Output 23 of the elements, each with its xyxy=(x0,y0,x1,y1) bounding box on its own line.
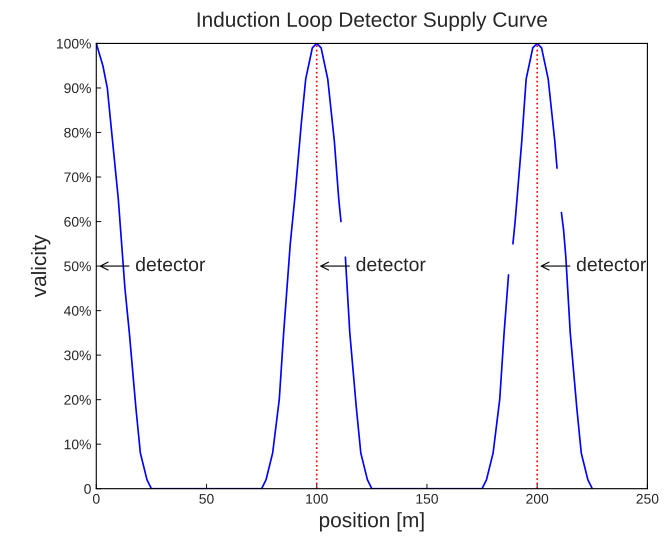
x-tick-label: 100 xyxy=(306,494,328,504)
x-tick-label: 150 xyxy=(416,494,438,504)
y-axis-title: valicity xyxy=(30,234,50,298)
annotation: detector xyxy=(356,257,426,272)
y-tick-label: 100% xyxy=(56,38,91,49)
chart-title: Induction Loop Detector Supply Curve xyxy=(198,12,547,32)
y-tick-label: 40% xyxy=(64,306,91,316)
y-tick-label: 30% xyxy=(64,350,91,360)
x-tick-label: 200 xyxy=(526,494,548,504)
y-tick-label: 70% xyxy=(64,172,91,182)
y-tick-label: 0 xyxy=(84,484,91,494)
x-tick-label: 50 xyxy=(199,494,214,504)
y-tick-label: 10% xyxy=(64,440,91,450)
annotation: detector xyxy=(136,257,206,272)
x-axis-title: position [m] xyxy=(320,512,424,532)
y-tick-label: 60% xyxy=(64,216,91,227)
y-tick-label: 80% xyxy=(64,128,91,138)
y-tick-label: 50% xyxy=(64,261,91,272)
y-tick-label: 20% xyxy=(64,394,91,405)
x-tick-label: 0 xyxy=(92,494,100,504)
y-tick-label: 90% xyxy=(64,83,91,94)
annotation: detector xyxy=(576,257,646,272)
x-tick-label: 250 xyxy=(636,494,658,504)
